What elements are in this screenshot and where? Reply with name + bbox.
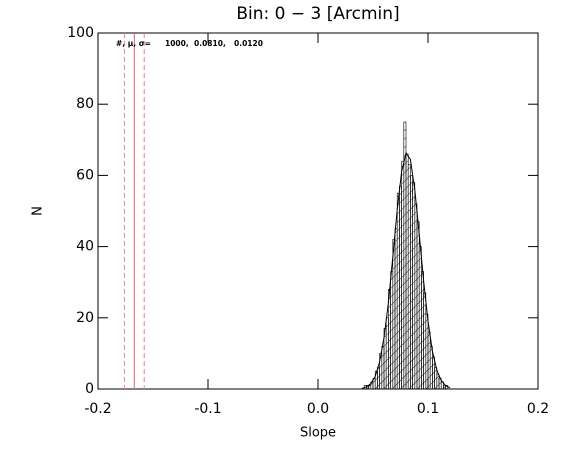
chart-title: Bin: 0 − 3 [Arcmin]	[236, 4, 399, 24]
y-tick-label: 0	[85, 381, 94, 397]
x-tick-label: -0.2	[84, 401, 111, 417]
y-tick-label: 80	[76, 96, 94, 112]
plot-frame	[97, 32, 539, 390]
histogram-bar	[414, 203, 418, 390]
x-tick-label: 0.2	[527, 401, 549, 417]
histogram-bar	[410, 175, 413, 390]
histogram-bar	[436, 374, 440, 390]
y-tick-label: 60	[76, 167, 94, 183]
histogram-bar	[396, 192, 400, 390]
histogram-bar	[385, 317, 389, 390]
histogram-bar	[399, 185, 402, 390]
histogram-bar	[401, 160, 405, 390]
histogram-bar	[432, 356, 435, 390]
histogram-bar	[425, 313, 429, 390]
histogram-bar	[381, 345, 385, 390]
annotation-value: 0.0810,	[194, 39, 226, 48]
histogram-bar	[392, 239, 396, 390]
y-tick-label: 100	[67, 25, 94, 41]
annotation-value: 1000,	[165, 39, 189, 48]
histogram-bar	[416, 221, 420, 390]
histogram-bar	[377, 367, 380, 390]
histogram-bar	[388, 289, 391, 390]
x-tick-label: 0.1	[417, 401, 439, 417]
histogram-bar	[427, 331, 431, 390]
annotation-value: 0.0120	[234, 39, 263, 48]
y-tick-label: 40	[76, 239, 94, 255]
histogram-bar	[421, 271, 424, 390]
x-tick-label: -0.1	[194, 401, 221, 417]
histogram-bar	[407, 164, 411, 390]
histogram-bar	[434, 367, 438, 390]
y-axis-label: N	[31, 206, 46, 216]
fit-curve	[361, 151, 451, 389]
histogram-bar	[390, 271, 394, 390]
annotation-label: #, μ, σ=	[116, 39, 151, 48]
histogram-bar	[405, 153, 409, 390]
histogram-bar	[418, 246, 422, 390]
x-axis-label: Slope	[300, 426, 336, 441]
histogram-bar	[412, 182, 416, 390]
histogram-bar	[429, 345, 433, 390]
x-tick-label: 0.0	[307, 401, 329, 417]
histogram-bar	[368, 385, 372, 390]
y-tick-label: 20	[76, 310, 94, 326]
histogram-bar	[394, 228, 398, 390]
histogram-bar	[423, 292, 427, 390]
